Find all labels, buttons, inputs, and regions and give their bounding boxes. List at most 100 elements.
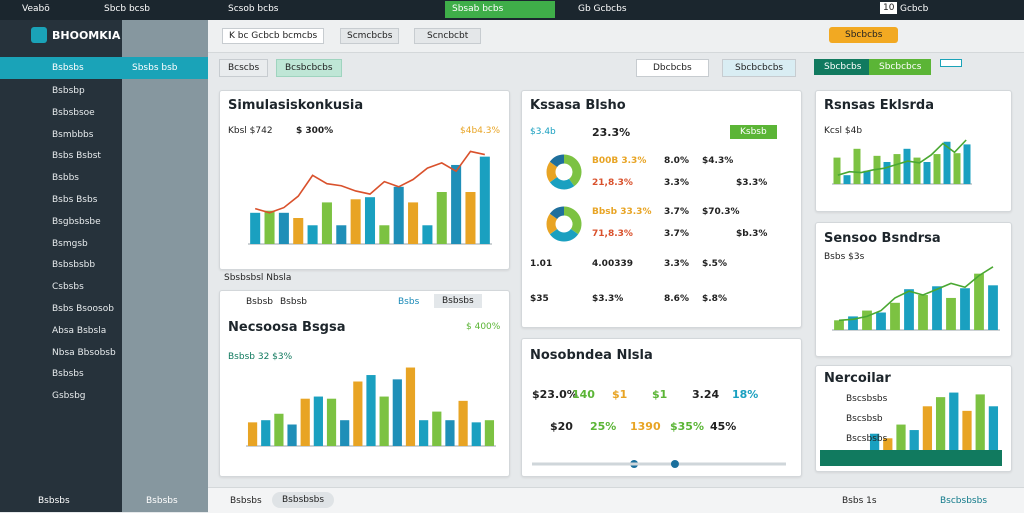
button[interactable]: Dbcbcbs [636, 59, 709, 77]
bar [833, 157, 841, 184]
stat: 25% [590, 420, 617, 433]
filter[interactable]: K bc Gcbcb bcmcbs [222, 28, 325, 44]
nav-footer[interactable]: Bsbsbs [146, 496, 178, 506]
bar [988, 285, 998, 330]
nav-footer[interactable]: Bsbsbs [38, 496, 70, 506]
bar [863, 170, 871, 184]
bar [960, 288, 970, 330]
nav-item[interactable]: Bsbsbs [52, 63, 84, 73]
top-tab[interactable]: Sbcb bcsb [104, 4, 151, 14]
top-tab[interactable]: Sbsab bcbs [452, 4, 504, 14]
cell: $70.3% [702, 207, 740, 217]
stat: $3.4b [530, 127, 556, 137]
tab[interactable]: Bcsbcbcbs [276, 59, 342, 77]
stat: Kcsl $4b [824, 126, 863, 136]
panel-title: Necsoosa Bsgsa [228, 320, 346, 335]
bar [336, 225, 347, 244]
bar [479, 156, 490, 244]
tab[interactable]: Bcscbs [219, 59, 269, 77]
tool[interactable]: Bsbsbs [434, 294, 482, 308]
strip [820, 450, 1002, 466]
stat: $1 [612, 388, 628, 401]
nav-item[interactable]: Bsgbsbsbe [52, 216, 101, 227]
cell: $4.3% [702, 156, 734, 166]
cell: 3.3% [664, 178, 689, 188]
stat: Bsbs $3s [824, 252, 865, 262]
bar [893, 154, 901, 184]
bar [364, 197, 376, 244]
tool[interactable]: Bsbsb [246, 297, 273, 307]
tool[interactable]: Bsbsb [280, 297, 307, 307]
bar [853, 148, 861, 184]
filter[interactable]: Scncbcbt [414, 28, 482, 44]
cell: $3.3% [592, 294, 624, 304]
panel [815, 90, 1012, 212]
action[interactable]: Sbcbcbcs [869, 59, 932, 75]
bar [946, 297, 956, 330]
sidebar-sub [122, 20, 208, 512]
action[interactable] [940, 59, 962, 67]
bar [436, 192, 447, 244]
bar [408, 202, 419, 244]
footer-search[interactable]: Bsbsbsbs [272, 492, 335, 508]
stat: $23.0% [532, 388, 578, 401]
bar [963, 144, 971, 184]
bar [432, 411, 442, 446]
bar [278, 212, 289, 244]
footer-item[interactable]: Bsbsbs [230, 496, 262, 506]
bar [869, 433, 880, 452]
button[interactable]: Ksbsb [730, 125, 777, 139]
badge[interactable]: 10 [880, 2, 898, 14]
line [838, 266, 994, 322]
nav-item[interactable]: Bsbsbsbb [52, 260, 96, 271]
top-tab-active[interactable] [445, 1, 555, 18]
action[interactable]: Sbcbcbs [814, 59, 872, 75]
cell: 8.0% [664, 156, 689, 166]
tool[interactable]: Bsbs [398, 297, 420, 307]
nav-item[interactable]: Nbsa Bbsobsb [52, 347, 116, 358]
top-tab[interactable]: Gb Gcbcbs [578, 4, 627, 14]
nav-item[interactable]: Bsmbbbs [52, 129, 94, 140]
nav-item[interactable]: Bsbsbsoe [52, 107, 95, 118]
nav-item[interactable]: Csbsbs [52, 282, 84, 293]
bar [264, 210, 275, 244]
filter[interactable]: Scmcbcbs [340, 28, 400, 44]
bar [896, 424, 906, 452]
panel-title: Sensoo Bsndrsa [824, 231, 941, 246]
bar [935, 397, 946, 452]
bar [883, 162, 891, 184]
cell: $b.3% [736, 229, 768, 239]
bar [904, 289, 914, 330]
nav-item[interactable]: Gsbsbg [52, 391, 86, 402]
button[interactable]: Sbcbcbcbs [722, 59, 797, 77]
stat: Bsbsb 32 $3% [228, 352, 293, 362]
bar [293, 218, 304, 244]
nav-item[interactable]: Bsmgsb [52, 238, 88, 249]
nav-item[interactable]: Bsbbs [52, 173, 79, 184]
donut-slice [546, 213, 558, 235]
bar [313, 396, 323, 446]
bar [876, 312, 886, 330]
nav-item[interactable]: Bsbs Bsoosob [52, 304, 114, 314]
nav-item[interactable]: Bsbs Bsbst [52, 151, 101, 162]
app-name: Veabö [22, 4, 50, 14]
footer-item[interactable]: Bsbs 1s [842, 496, 877, 506]
action[interactable]: Sbcbcbs [829, 27, 899, 43]
cell: 3.7% [664, 207, 689, 217]
cell: $35 [530, 294, 549, 304]
footer-item[interactable]: Bscbsbsbs [940, 496, 988, 506]
top-tab[interactable]: Scsob bcbs [228, 4, 279, 14]
bar [843, 175, 851, 184]
nav-item[interactable]: Bsbs Bsbs [52, 195, 98, 205]
bar [953, 153, 961, 184]
user[interactable]: Gcbcb [900, 4, 929, 14]
cell: $.5% [702, 259, 727, 269]
nav-item[interactable]: Sbsbs bsb [132, 63, 178, 73]
nav-item[interactable]: Absa Bsbsla [52, 325, 107, 336]
active-item[interactable] [0, 57, 208, 79]
bar [405, 367, 416, 446]
nav-item[interactable]: Bsbsbs [52, 369, 84, 380]
bar [445, 420, 455, 446]
nav-item[interactable]: Bsbsbp [52, 86, 85, 96]
